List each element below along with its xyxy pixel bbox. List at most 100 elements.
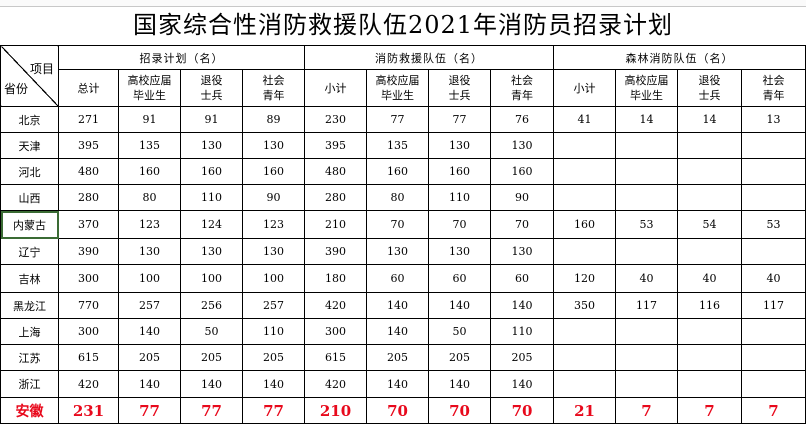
- value-cell[interactable]: 40: [615, 264, 678, 293]
- province-cell[interactable]: 河北: [0, 158, 59, 185]
- value-cell[interactable]: 140: [366, 318, 429, 345]
- province-cell[interactable]: 吉林: [0, 264, 59, 293]
- value-cell[interactable]: 117: [741, 292, 806, 319]
- value-cell[interactable]: 124: [180, 210, 243, 239]
- value-cell[interactable]: 130: [242, 238, 305, 265]
- value-cell[interactable]: [741, 158, 806, 185]
- value-cell[interactable]: 100: [242, 264, 305, 293]
- value-cell[interactable]: 89: [242, 106, 305, 133]
- value-cell[interactable]: [677, 184, 742, 211]
- value-cell[interactable]: 130: [428, 238, 491, 265]
- subcolumn-header[interactable]: 小计: [304, 69, 367, 107]
- value-cell[interactable]: [741, 344, 806, 371]
- value-cell[interactable]: 160: [553, 210, 616, 239]
- value-cell[interactable]: 123: [118, 210, 181, 239]
- value-cell[interactable]: 205: [242, 344, 305, 371]
- value-cell[interactable]: 230: [304, 106, 367, 133]
- value-cell[interactable]: 205: [118, 344, 181, 371]
- value-cell[interactable]: [553, 184, 616, 211]
- value-cell[interactable]: [553, 238, 616, 265]
- value-cell[interactable]: 100: [180, 264, 243, 293]
- value-cell[interactable]: 140: [428, 370, 491, 398]
- value-cell[interactable]: 390: [304, 238, 367, 265]
- value-cell[interactable]: 205: [490, 344, 554, 371]
- value-cell[interactable]: 77: [180, 397, 243, 424]
- value-cell[interactable]: 110: [180, 184, 243, 211]
- value-cell[interactable]: 350: [553, 292, 616, 319]
- value-cell[interactable]: 370: [58, 210, 119, 239]
- value-cell[interactable]: [553, 344, 616, 371]
- value-cell[interactable]: 135: [366, 132, 429, 159]
- province-cell[interactable]: 黑龙江: [0, 292, 59, 319]
- value-cell[interactable]: [677, 318, 742, 345]
- value-cell[interactable]: 130: [428, 132, 491, 159]
- value-cell[interactable]: 110: [428, 184, 491, 211]
- header-corner-cell[interactable]: 项目 省份: [0, 45, 59, 107]
- value-cell[interactable]: 135: [118, 132, 181, 159]
- value-cell[interactable]: 130: [118, 238, 181, 265]
- value-cell[interactable]: 180: [304, 264, 367, 293]
- value-cell[interactable]: [615, 184, 678, 211]
- value-cell[interactable]: [553, 370, 616, 398]
- value-cell[interactable]: [615, 344, 678, 371]
- subcolumn-header[interactable]: 高校应届 毕业生: [118, 69, 181, 107]
- value-cell[interactable]: 14: [615, 106, 678, 133]
- value-cell[interactable]: [677, 344, 742, 371]
- value-cell[interactable]: 140: [366, 370, 429, 398]
- value-cell[interactable]: 160: [428, 158, 491, 185]
- value-cell[interactable]: 90: [242, 184, 305, 211]
- value-cell[interactable]: 120: [553, 264, 616, 293]
- value-cell[interactable]: 50: [180, 318, 243, 345]
- value-cell[interactable]: 280: [304, 184, 367, 211]
- value-cell[interactable]: 70: [366, 210, 429, 239]
- value-cell[interactable]: 77: [118, 397, 181, 424]
- value-cell[interactable]: [553, 158, 616, 185]
- province-cell[interactable]: 北京: [0, 106, 59, 133]
- value-cell[interactable]: [677, 132, 742, 159]
- value-cell[interactable]: 70: [428, 397, 491, 424]
- value-cell[interactable]: 140: [490, 292, 554, 319]
- province-cell[interactable]: 江苏: [0, 344, 59, 371]
- province-cell[interactable]: 辽宁: [0, 238, 59, 265]
- value-cell[interactable]: 205: [428, 344, 491, 371]
- value-cell[interactable]: 100: [118, 264, 181, 293]
- value-cell[interactable]: 390: [58, 238, 119, 265]
- value-cell[interactable]: 90: [490, 184, 554, 211]
- value-cell[interactable]: 257: [118, 292, 181, 319]
- value-cell[interactable]: 160: [490, 158, 554, 185]
- value-cell[interactable]: 53: [615, 210, 678, 239]
- province-cell[interactable]: 安徽: [0, 397, 59, 424]
- value-cell[interactable]: 7: [741, 397, 806, 424]
- value-cell[interactable]: [615, 238, 678, 265]
- province-cell[interactable]: 内蒙古: [0, 210, 59, 239]
- value-cell[interactable]: 271: [58, 106, 119, 133]
- value-cell[interactable]: 300: [304, 318, 367, 345]
- value-cell[interactable]: 140: [118, 318, 181, 345]
- value-cell[interactable]: 123: [242, 210, 305, 239]
- value-cell[interactable]: 70: [428, 210, 491, 239]
- value-cell[interactable]: 50: [428, 318, 491, 345]
- subcolumn-header[interactable]: 社会 青年: [242, 69, 305, 107]
- subcolumn-header[interactable]: 社会 青年: [741, 69, 806, 107]
- value-cell[interactable]: [741, 238, 806, 265]
- value-cell[interactable]: 257: [242, 292, 305, 319]
- value-cell[interactable]: 140: [490, 370, 554, 398]
- value-cell[interactable]: 140: [428, 292, 491, 319]
- value-cell[interactable]: [677, 238, 742, 265]
- value-cell[interactable]: 256: [180, 292, 243, 319]
- value-cell[interactable]: [741, 318, 806, 345]
- value-cell[interactable]: 205: [366, 344, 429, 371]
- value-cell[interactable]: 210: [304, 210, 367, 239]
- value-cell[interactable]: 80: [118, 184, 181, 211]
- group-recruitment-plan[interactable]: 招录计划（名）: [58, 45, 305, 70]
- value-cell[interactable]: 77: [428, 106, 491, 133]
- value-cell[interactable]: 40: [677, 264, 742, 293]
- value-cell[interactable]: [741, 370, 806, 398]
- value-cell[interactable]: 160: [180, 158, 243, 185]
- value-cell[interactable]: [553, 132, 616, 159]
- value-cell[interactable]: 395: [58, 132, 119, 159]
- value-cell[interactable]: 210: [304, 397, 367, 424]
- value-cell[interactable]: 77: [242, 397, 305, 424]
- value-cell[interactable]: 130: [490, 238, 554, 265]
- value-cell[interactable]: 615: [58, 344, 119, 371]
